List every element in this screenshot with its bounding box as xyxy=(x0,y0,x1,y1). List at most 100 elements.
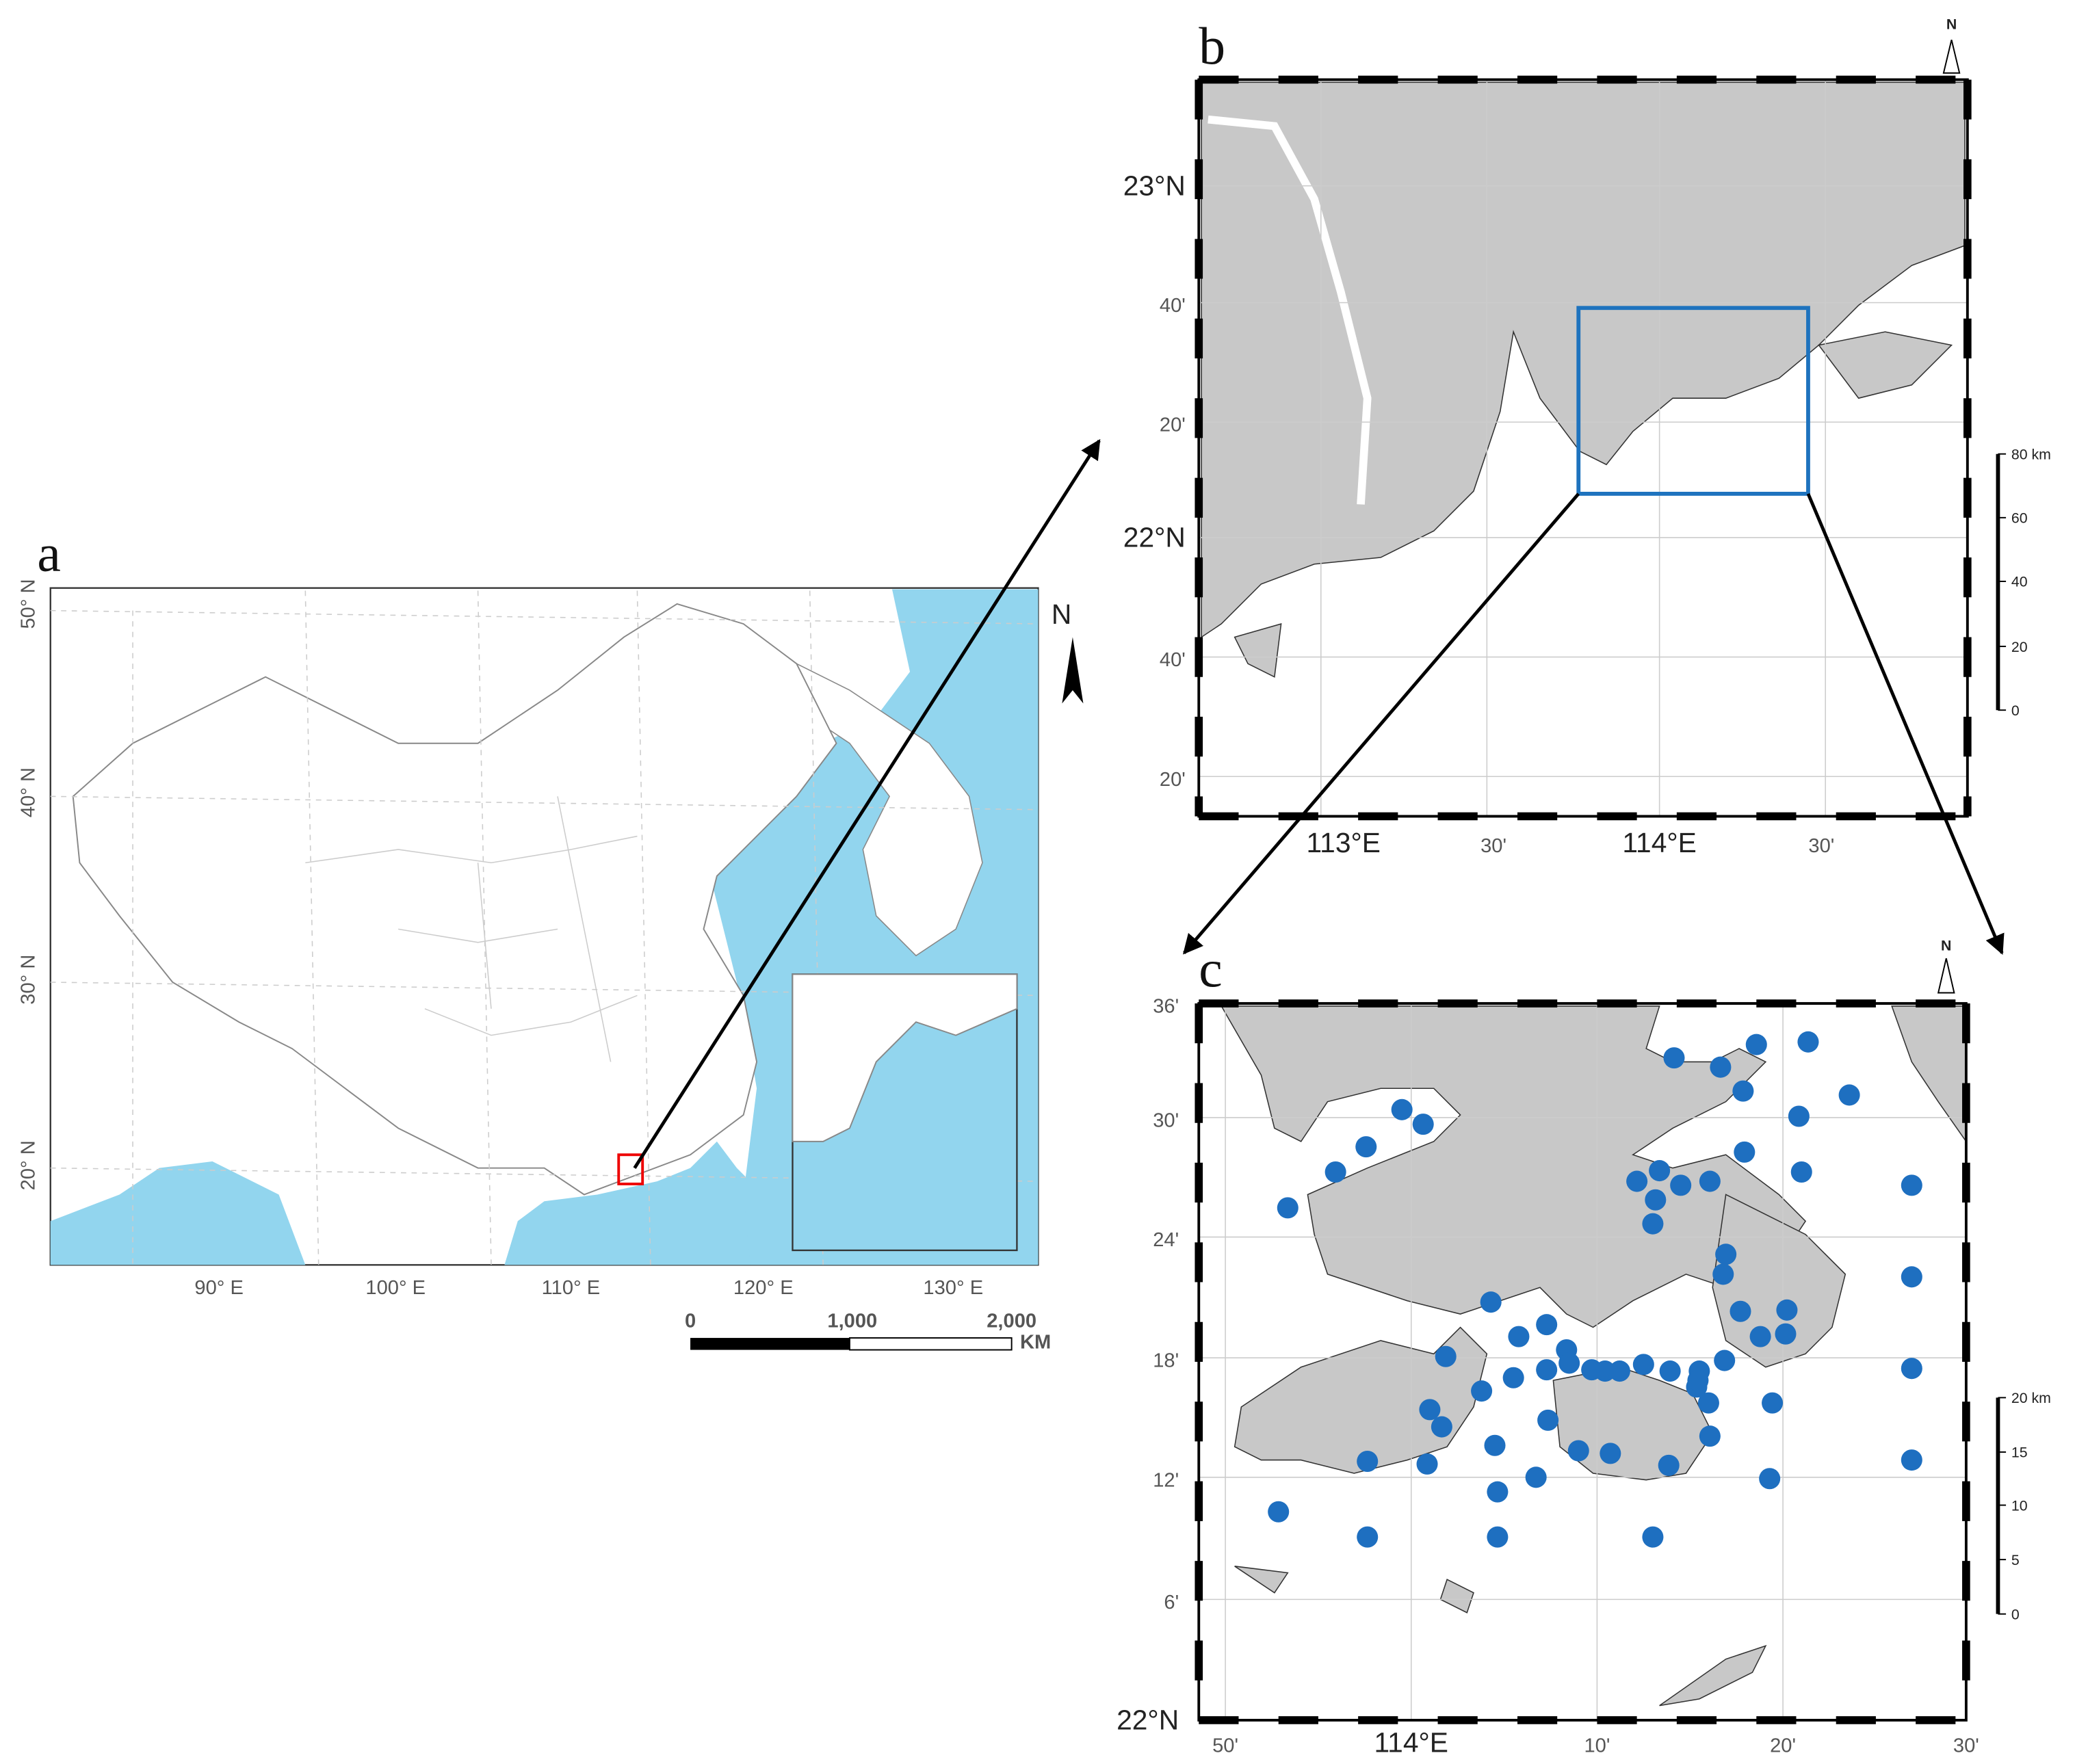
panel-label: a xyxy=(37,523,60,582)
sampling-station xyxy=(1412,1114,1434,1135)
lon-label: 10' xyxy=(1584,1735,1610,1756)
panel-c: c N 36' 30' 24' 18' 12' 6' 22°N 50' 114°E 10' 20' 3… xyxy=(1117,937,2051,1758)
sampling-station xyxy=(1487,1481,1509,1503)
lat-label: 40' xyxy=(1160,649,1186,671)
sampling-station xyxy=(1642,1526,1664,1548)
sampling-station xyxy=(1776,1299,1798,1321)
lat-label: 22°N xyxy=(1123,522,1186,553)
sampling-station xyxy=(1536,1359,1558,1381)
sampling-station xyxy=(1759,1468,1781,1490)
sampling-station xyxy=(1788,1105,1810,1127)
lon-label: 110° E xyxy=(542,1277,601,1299)
sampling-station xyxy=(1431,1416,1452,1438)
sampling-station xyxy=(1324,1161,1346,1183)
sampling-station xyxy=(1525,1466,1547,1488)
graticule xyxy=(1199,79,1968,817)
sampling-station xyxy=(1502,1367,1524,1388)
sampling-station xyxy=(1608,1360,1630,1382)
lat-label: 20' xyxy=(1160,414,1186,436)
sampling-station xyxy=(1838,1084,1860,1106)
sampling-station xyxy=(1715,1243,1737,1265)
north-arrow xyxy=(1062,637,1084,704)
sampling-station xyxy=(1536,1314,1558,1336)
sampling-station xyxy=(1419,1399,1441,1421)
sampling-station xyxy=(1687,1369,1709,1391)
lat-label: 24' xyxy=(1153,1229,1179,1251)
sampling-station xyxy=(1658,1454,1680,1476)
north-label: N xyxy=(1052,598,1071,630)
sampling-station xyxy=(1730,1300,1751,1322)
scale-label: 2,000 xyxy=(987,1311,1036,1332)
lon-label: 100° E xyxy=(365,1277,426,1299)
sampling-station xyxy=(1567,1440,1589,1462)
sampling-station xyxy=(1277,1197,1298,1219)
river xyxy=(1208,115,1372,505)
lat-label: 50° N xyxy=(17,579,39,629)
lat-label: 30' xyxy=(1153,1110,1179,1132)
sampling-station xyxy=(1487,1526,1509,1548)
lon-label: 90° E xyxy=(194,1277,243,1299)
lon-label: 114°E xyxy=(1374,1726,1448,1758)
lat-label: 23°N xyxy=(1123,170,1186,201)
panel-b: b N 23°N 40' 20' 22°N 40' 20' 113°E 30' 114°E 30'… xyxy=(1123,16,2051,858)
land xyxy=(1234,1566,1767,1707)
sampling-station xyxy=(1471,1380,1493,1402)
sampling-station xyxy=(1600,1443,1621,1464)
sampling-station xyxy=(1762,1392,1784,1414)
lon-label: 30' xyxy=(1808,835,1834,857)
sampling-station xyxy=(1508,1326,1530,1347)
lat-label: 30° N xyxy=(17,955,39,1005)
scale-label: 5 xyxy=(2011,1552,2020,1568)
sampling-station xyxy=(1699,1170,1721,1192)
lon-label: 114°E xyxy=(1622,827,1696,858)
sampling-station xyxy=(1355,1136,1377,1158)
map-frame xyxy=(1197,78,1969,818)
lat-label: 12' xyxy=(1153,1469,1179,1491)
sampling-station xyxy=(1537,1409,1559,1431)
lon-label: 20' xyxy=(1770,1735,1796,1756)
study-area-box xyxy=(617,1153,644,1185)
china-outline xyxy=(72,603,837,1196)
sampling-station xyxy=(1632,1354,1654,1375)
lat-label: 20° N xyxy=(17,1140,39,1190)
lon-label: 30' xyxy=(1953,1735,1979,1756)
sampling-station xyxy=(1659,1360,1681,1382)
scale-label: 0 xyxy=(2011,1606,2020,1622)
sampling-station xyxy=(1435,1345,1457,1367)
scale-label: 20 km xyxy=(2011,1390,2051,1406)
japan xyxy=(796,662,983,957)
sampling-station xyxy=(1645,1189,1667,1211)
sampling-station xyxy=(1480,1291,1502,1313)
scale-label: 80 km xyxy=(2011,446,2051,462)
sampling-station xyxy=(1558,1352,1580,1374)
connector-arrow xyxy=(633,438,1101,1169)
north-label: N xyxy=(1941,937,1951,953)
panel-label: c xyxy=(1199,939,1222,998)
sampling-station xyxy=(1712,1263,1734,1285)
panel-label: b xyxy=(1199,16,1225,75)
sampling-station xyxy=(1357,1526,1379,1548)
province-borders xyxy=(305,796,638,1062)
land xyxy=(1234,331,1953,678)
sampling-station xyxy=(1391,1098,1413,1120)
lantau xyxy=(1234,1326,1488,1474)
scale-label: 10 xyxy=(2011,1497,2028,1514)
sampling-station xyxy=(1663,1047,1685,1069)
scale-bar xyxy=(690,1338,850,1350)
sampling-station xyxy=(1626,1170,1648,1192)
north-arrow xyxy=(1937,958,1955,994)
lat-label: 36' xyxy=(1153,996,1179,1018)
sampling-station xyxy=(1594,1360,1616,1382)
lat-label: 40' xyxy=(1160,295,1186,317)
sampling-station xyxy=(1484,1434,1506,1456)
sampling-station xyxy=(1710,1056,1732,1078)
sampling-station xyxy=(1901,1266,1922,1288)
north-arrow xyxy=(1942,40,1961,74)
sampling-station xyxy=(1775,1323,1797,1345)
scale-label: 0 xyxy=(2011,702,2020,719)
sampling-station xyxy=(1749,1326,1771,1347)
scale-label: 1,000 xyxy=(827,1311,877,1332)
lat-label: 40° N xyxy=(17,767,39,817)
scale-unit: KM xyxy=(1020,1332,1051,1354)
